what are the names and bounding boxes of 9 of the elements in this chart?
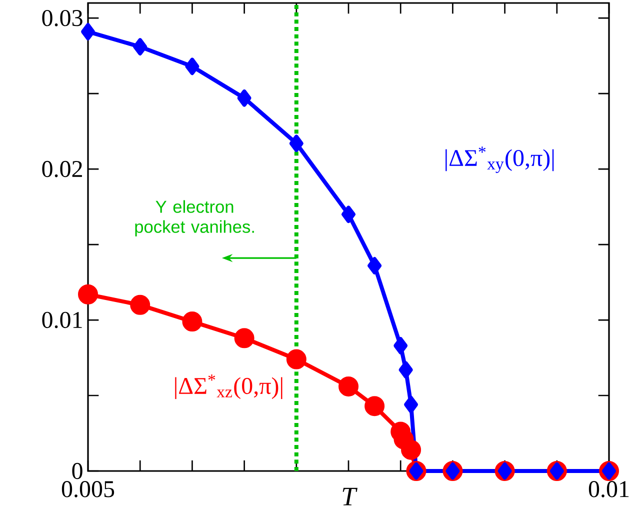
annotation: Y electron pocket vanihes. (135, 200, 254, 236)
text: |ΔΣ$^{*}$$_{xy}$(0,π)| (446, 146, 554, 173)
x-tick-label: 0.005 (62, 481, 114, 498)
x-axis-title: T (342, 488, 358, 506)
y-tick-label: 0.02 (42, 160, 82, 178)
y-tick-label: 0 (72, 462, 82, 480)
series-label: |ΔΣ$^{*}$$_{xz}$(0,π)| (175, 374, 282, 400)
y-tick-label: 0.03 (42, 10, 82, 26)
y-tick-label: 0.01 (42, 312, 82, 328)
